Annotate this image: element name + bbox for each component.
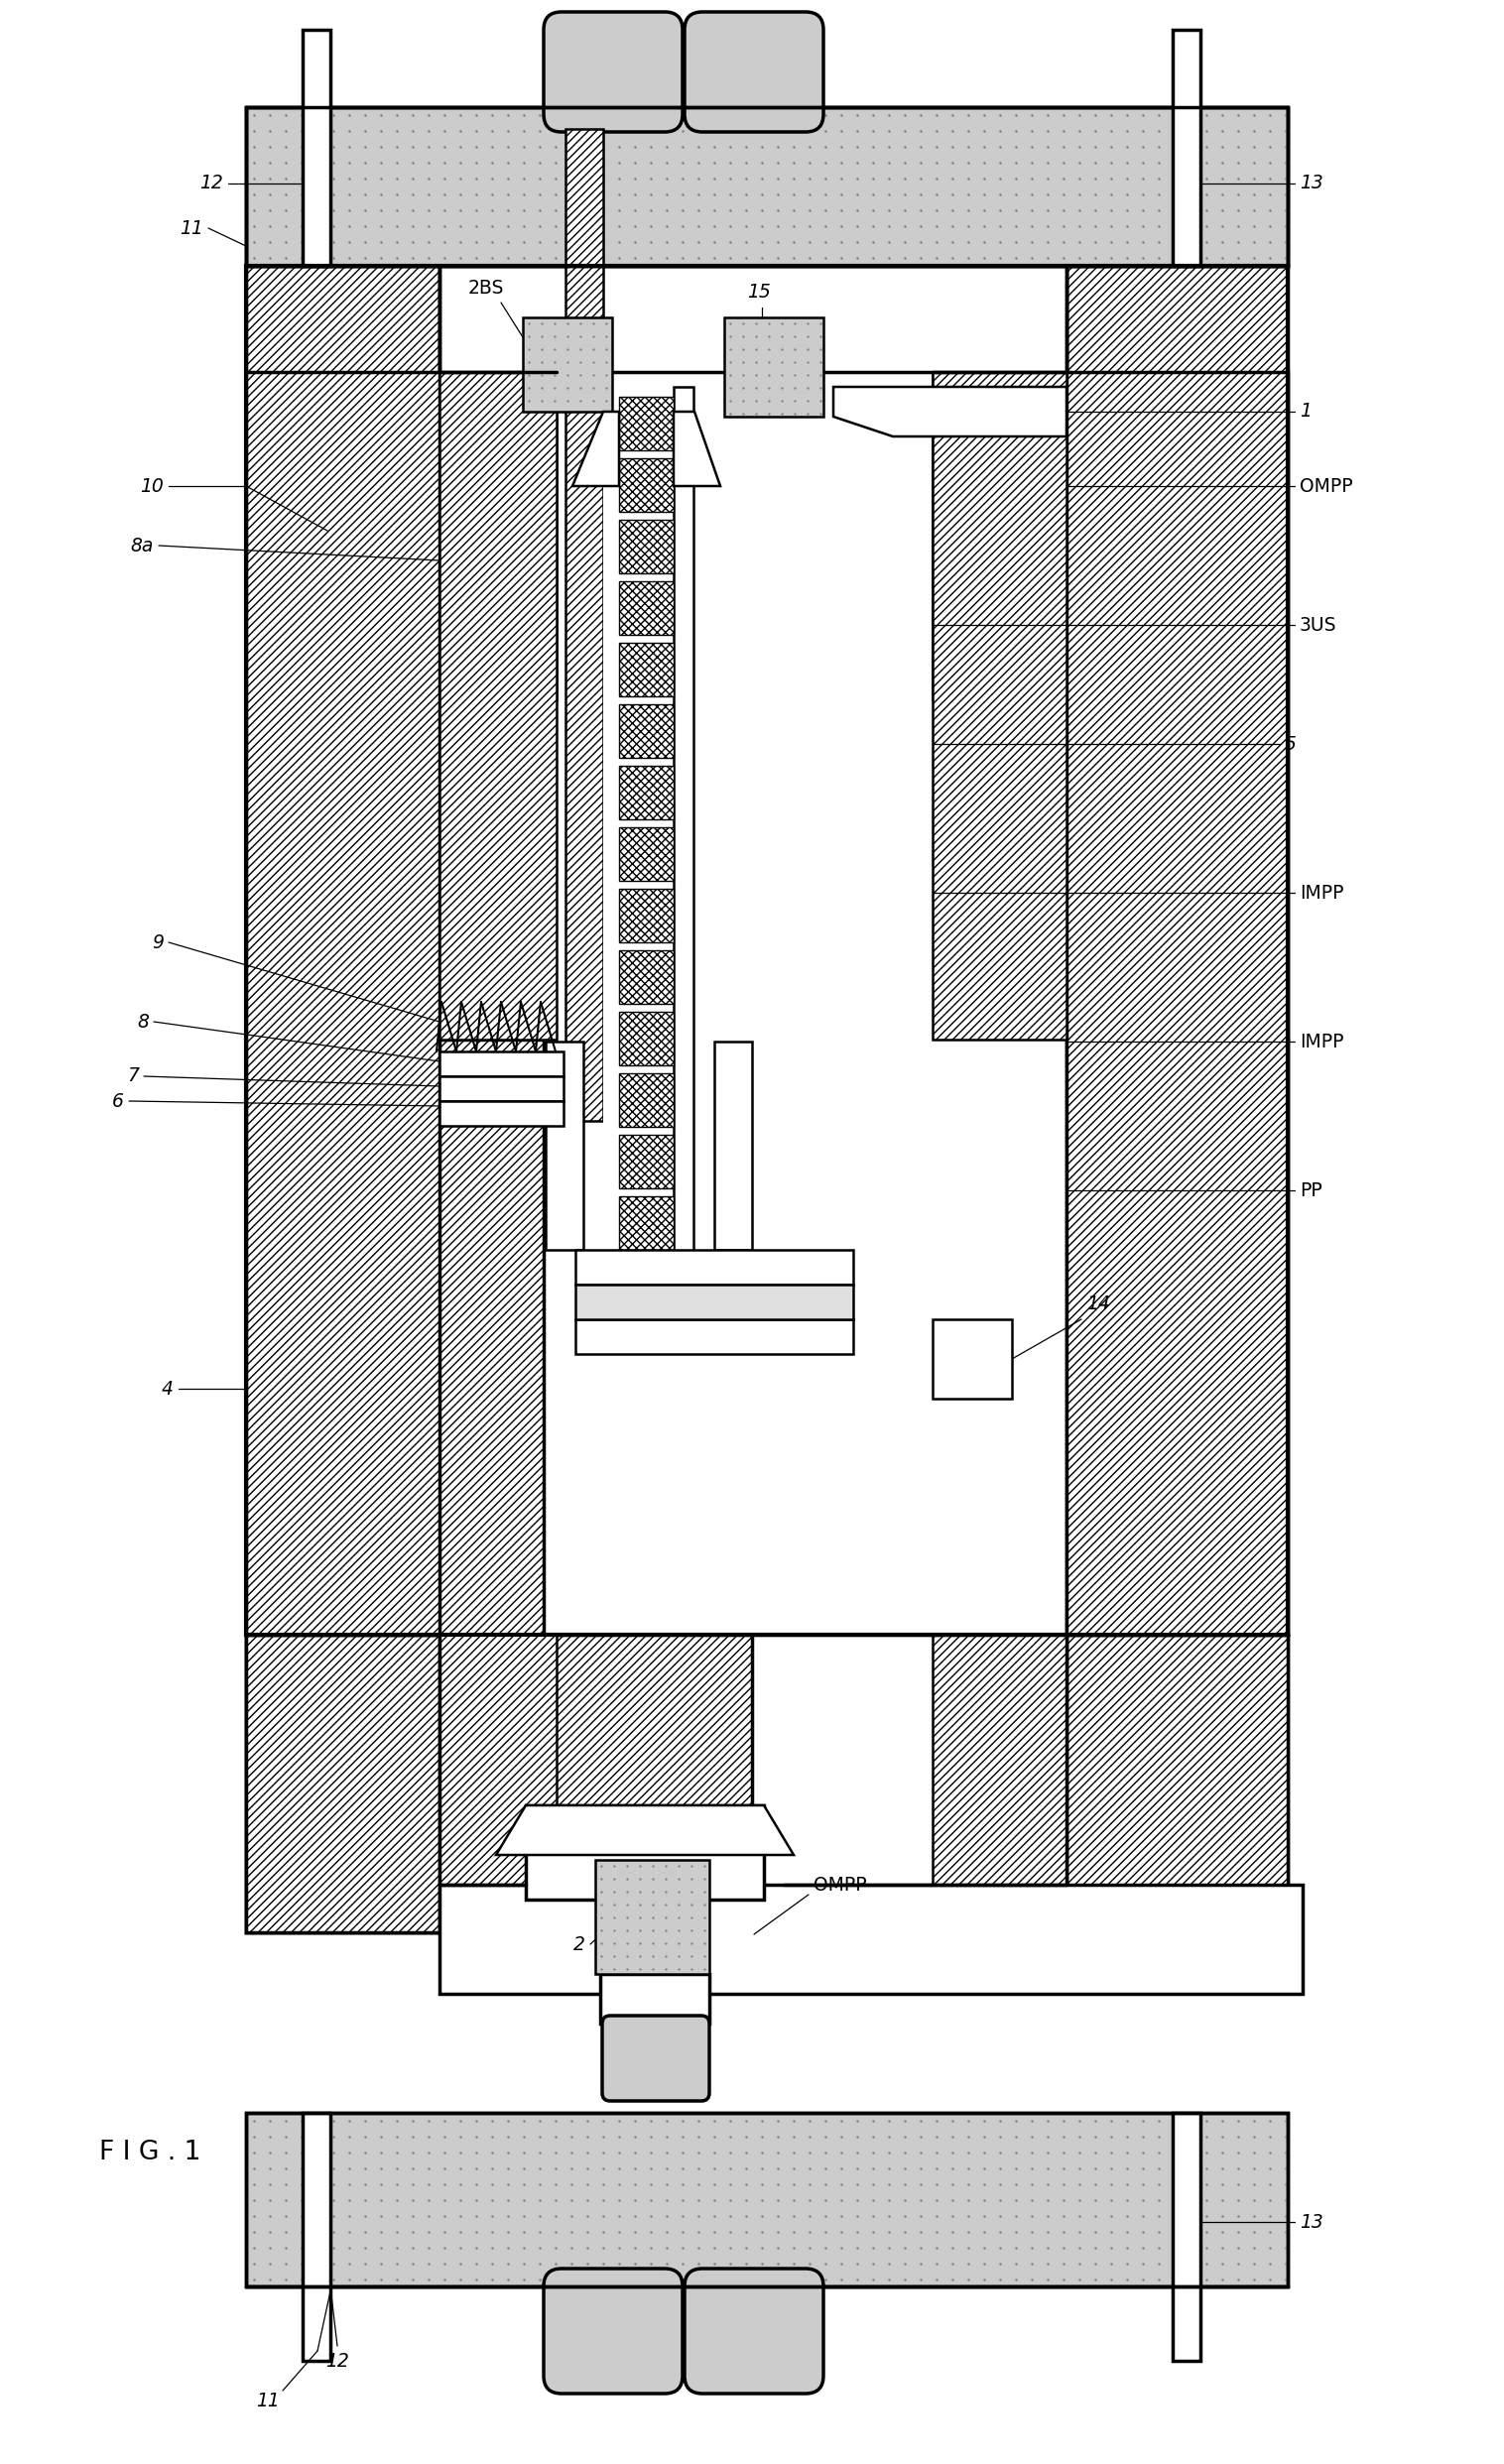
Bar [302,30,331,266]
Text: 14: 14 [1086,1296,1110,1313]
Bar [1066,1040,1287,1634]
Text: OMPP: OMPP [814,1875,866,1895]
Text: 7: 7 [128,1067,138,1087]
Bar [523,318,612,411]
Bar [1066,1634,1287,1932]
Bar [620,1198,674,1249]
Text: 3US: 3US [1299,616,1337,633]
Text: IMPP: IMPP [1299,1032,1343,1052]
Bar [674,387,693,1279]
Bar [439,266,1066,372]
Bar [439,1077,564,1101]
Text: 4: 4 [162,1380,173,1397]
Bar [247,2112,1287,2287]
Bar [725,318,823,416]
Bar [247,106,1287,266]
Bar [620,1013,674,1064]
Bar [247,372,439,1634]
Bar [714,1042,752,1249]
Bar [620,458,674,513]
Bar [526,1806,764,1900]
Text: OMPP: OMPP [1299,476,1352,495]
Text: 13: 13 [1299,175,1324,192]
Text: 8a: 8a [131,537,153,554]
Text: 11: 11 [180,219,203,237]
Text: 1: 1 [1299,402,1311,421]
Bar [439,372,556,700]
Bar [247,1634,543,1932]
Bar [576,1249,853,1284]
Bar [932,372,1066,700]
Text: 13: 13 [1299,2213,1324,2232]
Text: 2: 2 [573,1934,585,1954]
Bar [247,1634,439,1932]
Bar [247,266,1287,1634]
Bar [247,2112,1287,2287]
Text: IMPP: IMPP [1299,882,1343,902]
Bar [596,1860,710,1974]
Bar [1066,372,1287,1634]
Text: 15: 15 [747,283,770,303]
Bar [439,372,556,1040]
Bar [603,387,620,1279]
Bar [620,643,674,697]
Bar [620,828,674,880]
Bar [439,1634,556,1885]
Bar [620,1074,674,1126]
Bar [620,890,674,941]
Text: 12: 12 [325,2351,349,2370]
Text: 8: 8 [137,1013,149,1030]
Polygon shape [674,411,720,485]
Bar [247,1634,752,1932]
Bar [439,1052,564,1077]
Text: 5: 5 [1284,734,1296,754]
Bar [620,705,674,759]
Bar [566,128,603,1121]
Bar [576,1284,853,1318]
Bar [546,1042,584,1249]
Bar [247,106,1287,266]
Text: 11: 11 [256,2390,280,2410]
Bar [576,1318,853,1355]
Bar [620,397,674,451]
Bar [1066,266,1287,1040]
Text: 2BS: 2BS [468,278,504,298]
Bar [439,1101,564,1126]
Polygon shape [573,411,620,485]
Text: 3: 3 [585,402,596,421]
Text: F I G . 1: F I G . 1 [99,2139,200,2166]
Bar [620,520,674,574]
Bar [600,1974,710,2023]
Bar [932,1318,1012,1400]
Bar [620,1136,674,1188]
FancyBboxPatch shape [684,2269,823,2393]
Bar [302,2112,331,2361]
Bar [932,1634,1066,1885]
Bar [620,766,674,821]
Bar [247,1040,543,1634]
FancyBboxPatch shape [602,2016,710,2102]
Text: 6: 6 [113,1092,123,1111]
Bar [620,951,674,1003]
Bar [1173,30,1200,266]
Bar [247,266,439,1040]
Text: 15: 15 [599,1984,623,2003]
FancyBboxPatch shape [543,2269,683,2393]
Polygon shape [496,1806,794,1855]
Text: 12: 12 [200,175,223,192]
Polygon shape [833,387,1066,436]
Bar [620,582,674,636]
FancyBboxPatch shape [684,12,823,133]
Text: 10: 10 [140,476,164,495]
Text: 9: 9 [152,934,164,951]
Bar [1066,1634,1287,1932]
Bar [1173,2112,1200,2361]
FancyBboxPatch shape [543,12,683,133]
Bar [932,372,1066,1040]
Text: PP: PP [1299,1180,1322,1200]
Bar [439,1885,1302,1993]
